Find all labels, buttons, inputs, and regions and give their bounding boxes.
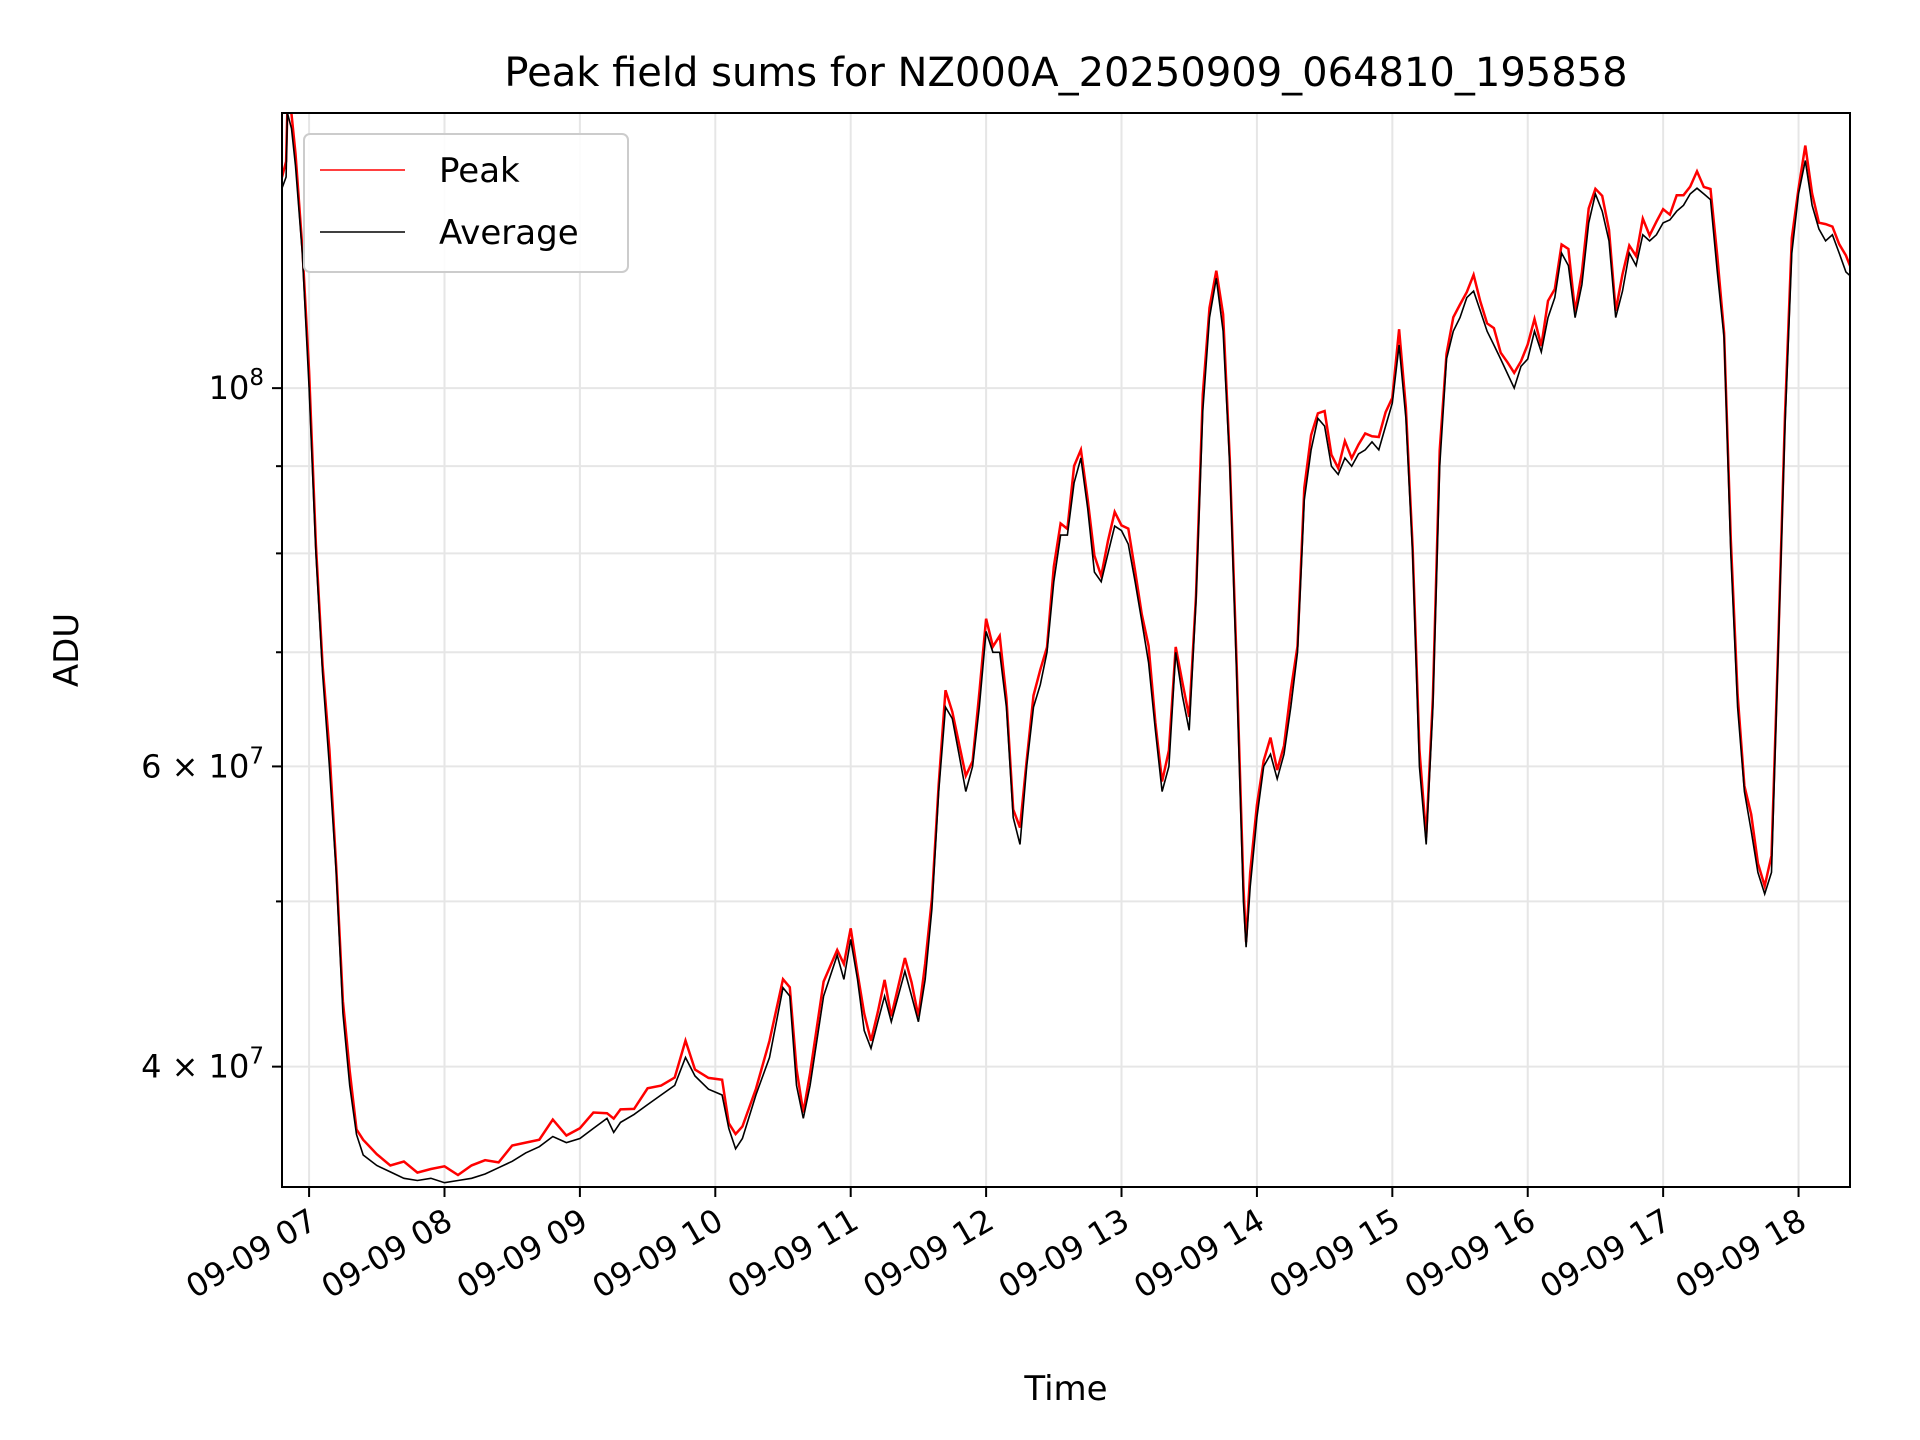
chart-title: Peak field sums for NZ000A_20250909_0648…	[504, 50, 1627, 96]
series-lines	[282, 113, 1850, 1184]
legend-box	[303, 133, 629, 273]
y-axis-label: ADU	[47, 613, 87, 687]
plot-frame	[281, 112, 1851, 1188]
grid	[282, 113, 1850, 1187]
y-tick-label: 4 × 107	[141, 1044, 264, 1086]
y-tick-label: 108	[209, 365, 264, 407]
series-line-average	[282, 113, 1850, 1184]
legend: Peak Average	[303, 133, 629, 273]
legend-peak-label: Peak	[439, 151, 520, 191]
y-tick-label: 6 × 107	[141, 743, 264, 785]
legend-average-label: Average	[439, 213, 579, 253]
x-axis-label: Time	[1023, 1369, 1107, 1409]
